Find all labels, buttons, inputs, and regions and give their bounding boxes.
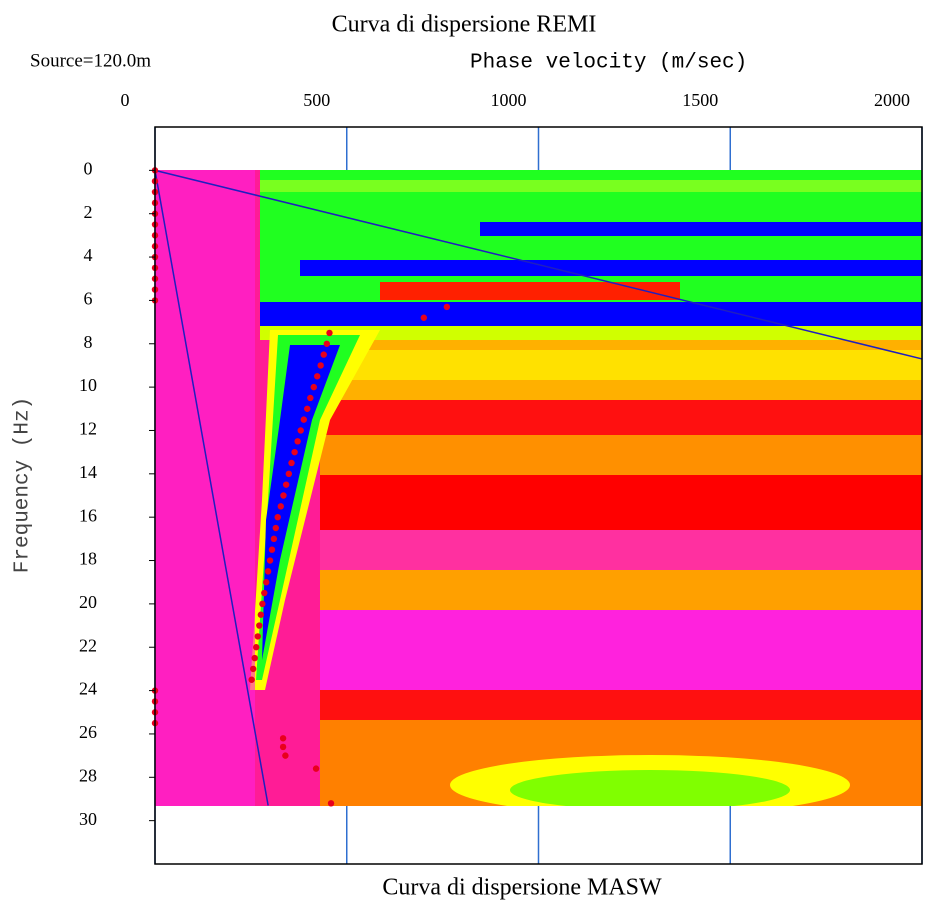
x-tick-label: 1500 bbox=[682, 90, 718, 110]
data-point bbox=[317, 362, 324, 369]
data-point bbox=[270, 535, 278, 543]
data-point bbox=[443, 303, 451, 311]
data-point bbox=[310, 383, 317, 391]
data-point bbox=[297, 427, 304, 434]
data-point bbox=[323, 340, 331, 347]
y-tick-label: 22 bbox=[79, 635, 97, 655]
y-tick-label: 18 bbox=[79, 549, 97, 569]
data-point bbox=[257, 611, 265, 618]
data-point bbox=[304, 405, 311, 412]
y-tick-label: 8 bbox=[84, 332, 93, 352]
y-tick-label: 12 bbox=[79, 419, 97, 439]
data-point bbox=[279, 743, 287, 751]
data-point bbox=[251, 654, 258, 662]
data-point bbox=[272, 524, 280, 532]
y-tick-label: 2 bbox=[84, 202, 93, 222]
x-tick-label: 0 bbox=[121, 90, 130, 110]
x-tick-label: 2000 bbox=[874, 90, 910, 110]
data-point bbox=[256, 622, 263, 629]
data-point bbox=[274, 513, 281, 521]
y-tick-label: 14 bbox=[79, 462, 97, 482]
data-point bbox=[279, 735, 287, 742]
reference-line bbox=[154, 170, 269, 806]
data-point bbox=[263, 579, 270, 586]
data-point bbox=[248, 676, 255, 683]
reference-line bbox=[154, 169, 923, 360]
caption: Curva di dispersione MASW bbox=[382, 875, 662, 901]
x-tick-label: 500 bbox=[303, 90, 330, 110]
x-tick-label: 1000 bbox=[491, 90, 527, 110]
data-point bbox=[285, 470, 293, 478]
y-tick-label: 28 bbox=[79, 765, 97, 785]
y-tick-label: 4 bbox=[84, 245, 93, 265]
data-point bbox=[253, 644, 260, 651]
y-tick-label: 10 bbox=[79, 375, 97, 395]
data-point bbox=[261, 589, 268, 597]
y-tick-label: 24 bbox=[79, 679, 97, 699]
data-point bbox=[307, 394, 314, 402]
data-point bbox=[266, 557, 274, 564]
y-axis-label: Frequency (Hz) bbox=[12, 397, 35, 573]
data-point bbox=[314, 373, 321, 380]
y-tick-label: 20 bbox=[79, 592, 97, 612]
data-point bbox=[268, 546, 276, 553]
data-point bbox=[294, 438, 301, 445]
data-point bbox=[264, 568, 272, 575]
data-point bbox=[249, 665, 257, 673]
y-tick-label: 26 bbox=[79, 722, 97, 742]
data-point bbox=[312, 765, 320, 772]
data-point bbox=[254, 633, 261, 640]
data-point bbox=[282, 481, 290, 488]
data-point bbox=[282, 752, 289, 759]
y-tick-label: 6 bbox=[84, 289, 93, 309]
data-point bbox=[291, 448, 298, 456]
y-tick-label: 0 bbox=[84, 158, 93, 178]
data-point bbox=[259, 600, 266, 608]
data-point bbox=[326, 329, 333, 337]
data-point bbox=[300, 416, 307, 423]
heatmap-image bbox=[155, 170, 922, 806]
plot-frame bbox=[154, 126, 923, 865]
data-point bbox=[320, 351, 327, 358]
data-point bbox=[420, 314, 428, 321]
y-tick-label: 16 bbox=[79, 505, 97, 525]
x-axis-label: Phase velocity (m/sec) bbox=[470, 52, 747, 75]
data-point bbox=[277, 503, 284, 510]
overlay bbox=[151, 167, 923, 807]
data-point bbox=[280, 492, 287, 499]
chart-title: Curva di dispersione REMI bbox=[332, 12, 597, 38]
data-point bbox=[288, 459, 295, 467]
subtitle: Source=120.0m bbox=[30, 50, 151, 71]
y-tick-label: 30 bbox=[79, 809, 97, 829]
data-point bbox=[327, 800, 335, 807]
